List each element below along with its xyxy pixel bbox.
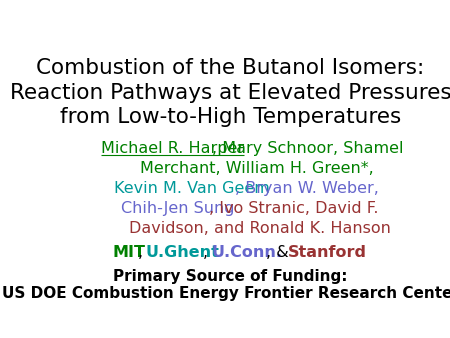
Text: MIT: MIT [112,245,145,260]
Text: U.Conn.: U.Conn. [211,245,282,260]
Text: Merchant, William H. Green*,: Merchant, William H. Green*, [140,161,374,176]
Text: , Ivo Stranic, David F.: , Ivo Stranic, David F. [209,201,378,216]
Text: , &: , & [266,245,294,260]
Text: from Low-to-High Temperatures: from Low-to-High Temperatures [60,107,401,127]
Text: Combustion of the Butanol Isomers:: Combustion of the Butanol Isomers: [36,58,425,78]
Text: Reaction Pathways at Elevated Pressures: Reaction Pathways at Elevated Pressures [10,82,450,103]
Text: , Bryan W. Weber,: , Bryan W. Weber, [235,181,379,196]
Text: ,: , [203,245,213,260]
Text: Primary Source of Funding:: Primary Source of Funding: [113,269,348,284]
Text: Chih-Jen Sung: Chih-Jen Sung [121,201,234,216]
Text: Kevin M. Van Geem: Kevin M. Van Geem [114,181,270,196]
Text: , Mary Schnoor, Shamel: , Mary Schnoor, Shamel [212,141,403,156]
Text: Stanford: Stanford [288,245,367,260]
Text: Michael R. Harper: Michael R. Harper [101,141,244,156]
Text: Davidson, and Ronald K. Hanson: Davidson, and Ronald K. Hanson [129,221,391,236]
Text: ,: , [138,245,148,260]
Text: US DOE Combustion Energy Frontier Research Center: US DOE Combustion Energy Frontier Resear… [2,286,450,300]
Text: U.Ghent: U.Ghent [146,245,220,260]
